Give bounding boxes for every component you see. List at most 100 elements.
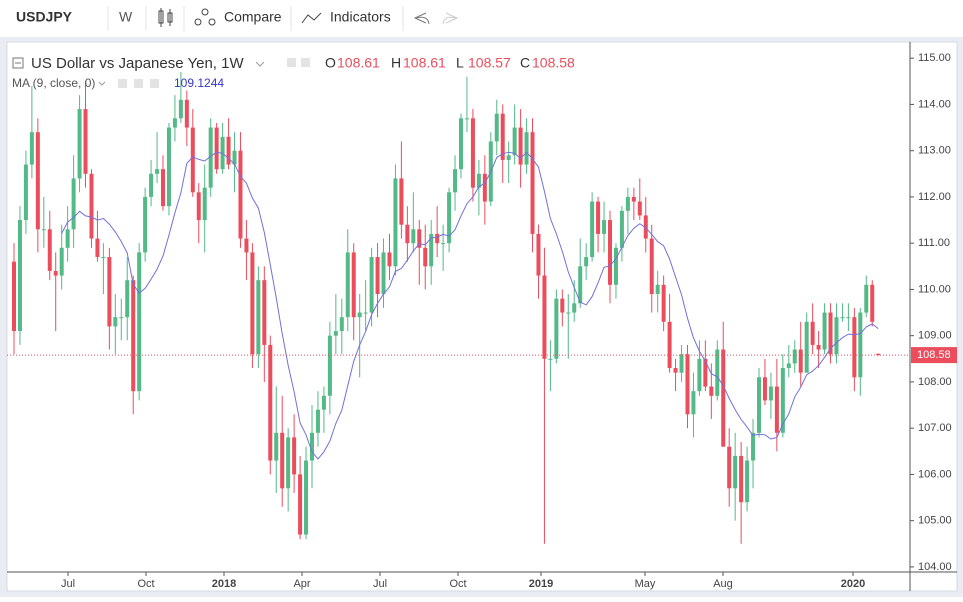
candle-body	[727, 446, 732, 489]
toolbar	[0, 0, 963, 37]
candle-body	[214, 127, 219, 170]
candle-body	[715, 349, 720, 396]
x-tick-label: Oct	[137, 578, 154, 590]
interval[interactable]: W	[119, 9, 133, 25]
x-tick-label: 2019	[529, 578, 553, 590]
indicators-button[interactable]: Indicators	[330, 9, 391, 25]
ohlc-value: 108.58	[532, 55, 575, 71]
compare-button[interactable]: Compare	[224, 9, 282, 25]
candle-body	[71, 178, 76, 230]
candle-body	[852, 317, 857, 378]
candle-body	[810, 321, 815, 345]
candle-body	[673, 368, 678, 373]
candle-body	[166, 127, 171, 207]
y-tick-label: 112.00	[918, 191, 951, 203]
candle-body	[417, 229, 422, 248]
candle-body	[161, 169, 165, 207]
candle-body	[137, 252, 142, 392]
candle-body	[125, 280, 130, 318]
candle-body	[643, 215, 648, 239]
candle-body	[608, 220, 612, 285]
candle-body	[65, 229, 70, 248]
y-tick-label: 108.00	[918, 376, 952, 388]
candle-body	[685, 354, 690, 415]
settings-icon[interactable]	[287, 58, 296, 67]
candle-body	[518, 127, 523, 165]
candle-body	[208, 127, 213, 188]
candle-icon[interactable]	[158, 8, 173, 27]
candle-body	[339, 317, 344, 332]
candle-body	[625, 196, 630, 211]
dropdown[interactable]	[98, 81, 106, 86]
candle-body	[280, 432, 285, 489]
candle-body	[262, 280, 267, 345]
candle-body	[816, 344, 821, 350]
candle-body	[441, 243, 446, 245]
candle-body	[840, 317, 845, 319]
candle-body	[286, 437, 291, 489]
ohlc-letter: L	[456, 55, 464, 71]
chart-panel	[6, 41, 958, 592]
candle-body	[119, 317, 124, 319]
x-tick-label: May	[635, 578, 656, 590]
candle-body	[435, 233, 440, 244]
dropdown[interactable]	[255, 61, 265, 67]
ohlc-value: 108.61	[337, 55, 380, 71]
undo-button[interactable]	[413, 12, 430, 25]
settings-icon[interactable]	[150, 79, 159, 88]
chart-title: US Dollar vs Japanese Yen, 1W	[31, 55, 244, 72]
candle-body	[77, 109, 82, 179]
candle-body	[363, 312, 368, 314]
candle-body	[470, 118, 475, 188]
indicators-icon[interactable]	[301, 12, 322, 24]
candle-body	[345, 252, 350, 318]
candle-body	[822, 312, 827, 350]
candle-body	[333, 331, 338, 336]
candle-body	[304, 460, 309, 535]
candle-body	[703, 358, 708, 387]
indicator-value: 109.1244	[174, 76, 224, 90]
y-tick-label: 114.00	[918, 98, 951, 110]
candle-body	[131, 280, 136, 392]
x-tick-label: 2020	[841, 578, 865, 590]
candle-body	[524, 132, 529, 165]
candle-body	[101, 257, 106, 259]
candle-body	[542, 275, 547, 359]
compare-icon[interactable]	[194, 8, 216, 26]
candle-body	[721, 349, 726, 447]
candle-body	[381, 252, 386, 295]
candle-body	[155, 169, 160, 174]
candle-body	[602, 220, 607, 234]
y-tick-label: 105.00	[918, 515, 952, 527]
candle-body	[536, 233, 541, 276]
candle-body	[596, 201, 601, 234]
candle-body	[232, 150, 237, 165]
candle-body	[709, 386, 714, 396]
ohlc-letter: H	[391, 55, 401, 71]
candle-body	[238, 150, 243, 239]
candle-body	[35, 132, 40, 230]
candle-body	[774, 386, 779, 433]
candle-body	[357, 312, 362, 318]
candle-body	[590, 201, 595, 258]
candle-body	[661, 284, 666, 322]
candle-body	[751, 432, 756, 461]
y-tick-label: 115.00	[918, 52, 951, 64]
candle-body	[95, 238, 100, 258]
settings-icon[interactable]	[134, 79, 143, 88]
settings-icon[interactable]	[118, 79, 127, 88]
candle-body	[804, 321, 809, 373]
settings-icon[interactable]	[301, 58, 310, 67]
y-tick-label: 107.00	[918, 422, 952, 434]
redo-button[interactable]	[442, 12, 459, 25]
symbol[interactable]: USDJPY	[16, 9, 73, 25]
candle-body	[411, 229, 416, 244]
candle-body	[447, 192, 452, 244]
y-tick-label: 113.00	[918, 145, 951, 157]
candle-body	[578, 266, 583, 304]
candle-body	[178, 99, 183, 119]
candle-body	[369, 257, 374, 313]
candle-body	[530, 132, 535, 234]
candle-body	[310, 432, 314, 461]
